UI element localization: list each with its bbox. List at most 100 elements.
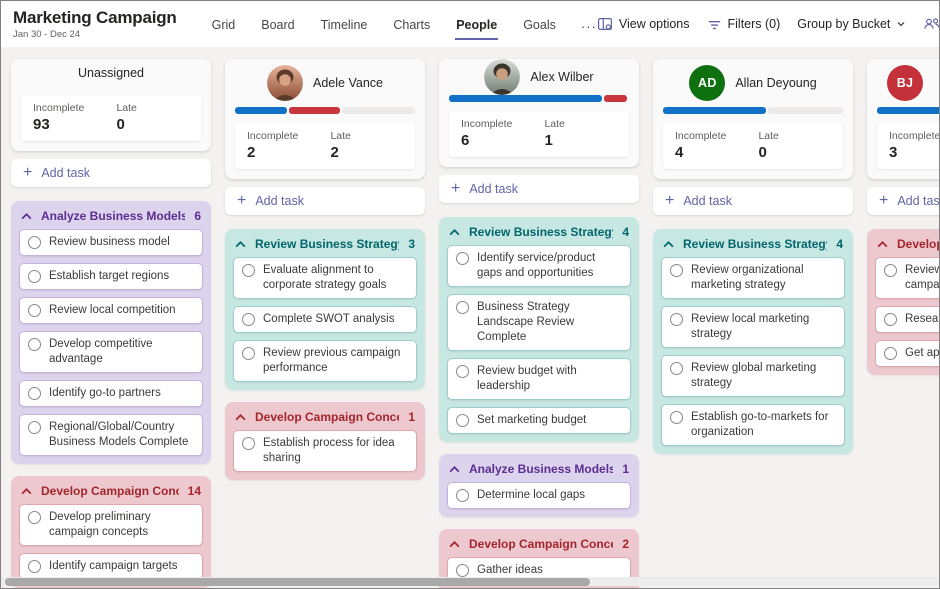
chevron-up-icon[interactable] <box>235 412 246 423</box>
tab-people[interactable]: People <box>455 14 499 40</box>
task-complete-radio[interactable] <box>456 252 469 265</box>
task-complete-radio[interactable] <box>456 301 469 314</box>
tab-grid[interactable]: Grid <box>211 14 237 40</box>
task-complete-radio[interactable] <box>28 338 41 351</box>
horizontal-scrollbar[interactable] <box>1 577 939 586</box>
task-card[interactable]: Review budget with leadership <box>447 358 631 400</box>
task-complete-radio[interactable] <box>28 511 41 524</box>
chevron-up-icon[interactable] <box>663 239 674 250</box>
task-complete-radio[interactable] <box>456 489 469 502</box>
task-card[interactable]: Review local marketing strategy <box>661 306 845 348</box>
add-task-button[interactable]: + Add task <box>867 187 939 215</box>
plus-icon: + <box>237 191 247 209</box>
task-complete-radio[interactable] <box>242 347 255 360</box>
task-complete-radio[interactable] <box>242 313 255 326</box>
filters-label: Filters (0) <box>727 17 781 31</box>
task-complete-radio[interactable] <box>28 270 41 283</box>
task-complete-radio[interactable] <box>242 264 255 277</box>
task-complete-radio[interactable] <box>670 264 683 277</box>
task-card[interactable]: Evaluate alignment to corporate strategy… <box>233 257 417 299</box>
task-card[interactable]: Regional/Global/Country Business Models … <box>19 414 203 456</box>
add-task-button[interactable]: + Add task <box>225 187 425 215</box>
plus-icon: + <box>23 163 33 181</box>
task-card[interactable]: Review business model <box>19 229 203 256</box>
person-column-alex-wilber: Alex Wilber Incomplete 6 Late 1 + Add task Revi… <box>439 59 639 588</box>
task-card[interactable]: Review organizational marketing strategy <box>661 257 845 299</box>
add-task-label: Add task <box>683 194 732 208</box>
tab-charts[interactable]: Charts <box>392 14 431 40</box>
task-complete-radio[interactable] <box>242 437 255 450</box>
task-complete-radio[interactable] <box>670 362 683 375</box>
task-complete-radio[interactable] <box>456 414 469 427</box>
chevron-up-icon[interactable] <box>449 539 460 550</box>
add-task-button[interactable]: + Add task <box>653 187 853 215</box>
group-members-button[interactable]: 21 Group members <box>923 16 939 32</box>
person-column-allan-deyoung: AD Allan Deyoung Incomplete 4 Late 0 + Add task… <box>653 59 853 588</box>
task-card[interactable]: Review local competition <box>19 297 203 324</box>
task-complete-radio[interactable] <box>456 365 469 378</box>
task-complete-radio[interactable] <box>884 347 897 360</box>
chevron-up-icon[interactable] <box>449 227 460 238</box>
tab-board[interactable]: Board <box>260 14 295 40</box>
chevron-up-icon[interactable] <box>449 464 460 475</box>
task-complete-radio[interactable] <box>884 264 897 277</box>
view-options-button[interactable]: View options <box>597 16 690 32</box>
task-card[interactable]: Identify service/product gaps and opport… <box>447 245 631 287</box>
person-summary-card[interactable]: Adele Vance Incomplete 2 Late 2 <box>225 59 425 179</box>
task-complete-radio[interactable] <box>884 313 897 326</box>
task-card[interactable]: Complete SWOT analysis <box>233 306 417 333</box>
task-card[interactable]: Review ma campaign <box>875 257 939 299</box>
task-card[interactable]: Determine local gaps <box>447 482 631 509</box>
task-complete-radio[interactable] <box>456 564 469 577</box>
task-card[interactable]: Identify campaign targets <box>19 553 203 580</box>
task-card[interactable]: Review previous campaign performance <box>233 340 417 382</box>
task-stats: Incomplete 2 Late 2 <box>235 123 415 169</box>
add-task-button[interactable]: + Add task <box>11 159 211 187</box>
late-label: Late <box>116 102 137 114</box>
task-card[interactable]: Review global marketing strategy <box>661 355 845 397</box>
task-card[interactable]: Establish go-to-markets for organization <box>661 404 845 446</box>
task-card[interactable]: Research r <box>875 306 939 333</box>
progress-complete-segment <box>449 95 602 102</box>
add-task-button[interactable]: + Add task <box>439 175 639 203</box>
task-title: Review organizational marketing strategy <box>691 264 804 291</box>
task-stats: Incomplete 4 Late 0 <box>663 123 843 169</box>
tabs-overflow-button[interactable]: ··· <box>581 19 597 40</box>
chevron-up-icon[interactable] <box>21 211 32 222</box>
task-complete-radio[interactable] <box>670 411 683 424</box>
person-summary-card[interactable]: AD Allan Deyoung Incomplete 4 Late 0 <box>653 59 853 179</box>
task-card[interactable]: Set marketing budget <box>447 407 631 434</box>
person-column-column-5: BJIncomplete3Late+Add taskDevelop CaRevi… <box>867 59 939 588</box>
person-identity: BJ <box>867 59 939 107</box>
chevron-up-icon[interactable] <box>877 239 888 250</box>
task-complete-radio[interactable] <box>28 304 41 317</box>
task-complete-radio[interactable] <box>28 560 41 573</box>
avatar-photo <box>267 65 304 101</box>
task-card[interactable]: Establish target regions <box>19 263 203 290</box>
task-card[interactable]: Get appro <box>875 340 939 367</box>
task-complete-radio[interactable] <box>28 421 41 434</box>
task-list: Develop preliminary campaign concepts Ide… <box>19 504 203 580</box>
tab-timeline[interactable]: Timeline <box>320 14 369 40</box>
person-summary-card[interactable]: Alex Wilber Incomplete 6 Late 1 <box>439 59 639 167</box>
filters-button[interactable]: Filters (0) <box>707 17 781 32</box>
task-complete-radio[interactable] <box>28 387 41 400</box>
task-title: Develop preliminary campaign concepts <box>49 511 151 538</box>
horizontal-scrollbar-thumb[interactable] <box>5 577 590 586</box>
task-card[interactable]: Identify go-to partners <box>19 380 203 407</box>
task-card[interactable]: Establish process for idea sharing <box>233 430 417 472</box>
group-by-button[interactable]: Group by Bucket <box>797 17 906 31</box>
add-task-label: Add task <box>255 194 304 208</box>
tab-goals[interactable]: Goals <box>522 14 557 40</box>
person-identity: Unassigned <box>11 59 211 86</box>
task-card[interactable]: Business Strategy Landscape Review Compl… <box>447 294 631 351</box>
task-card[interactable]: Develop preliminary campaign concepts <box>19 504 203 546</box>
task-card[interactable]: Develop competitive advantage <box>19 331 203 373</box>
person-summary-card[interactable]: Unassigned Incomplete 93 Late 0 <box>11 59 211 151</box>
task-complete-radio[interactable] <box>670 313 683 326</box>
task-complete-radio[interactable] <box>28 236 41 249</box>
person-summary-card[interactable]: BJIncomplete3Late <box>867 59 939 179</box>
person-column-adele-vance: Adele Vance Incomplete 2 Late 2 + Add task Revi… <box>225 59 425 588</box>
chevron-up-icon[interactable] <box>235 239 246 250</box>
chevron-up-icon[interactable] <box>21 486 32 497</box>
